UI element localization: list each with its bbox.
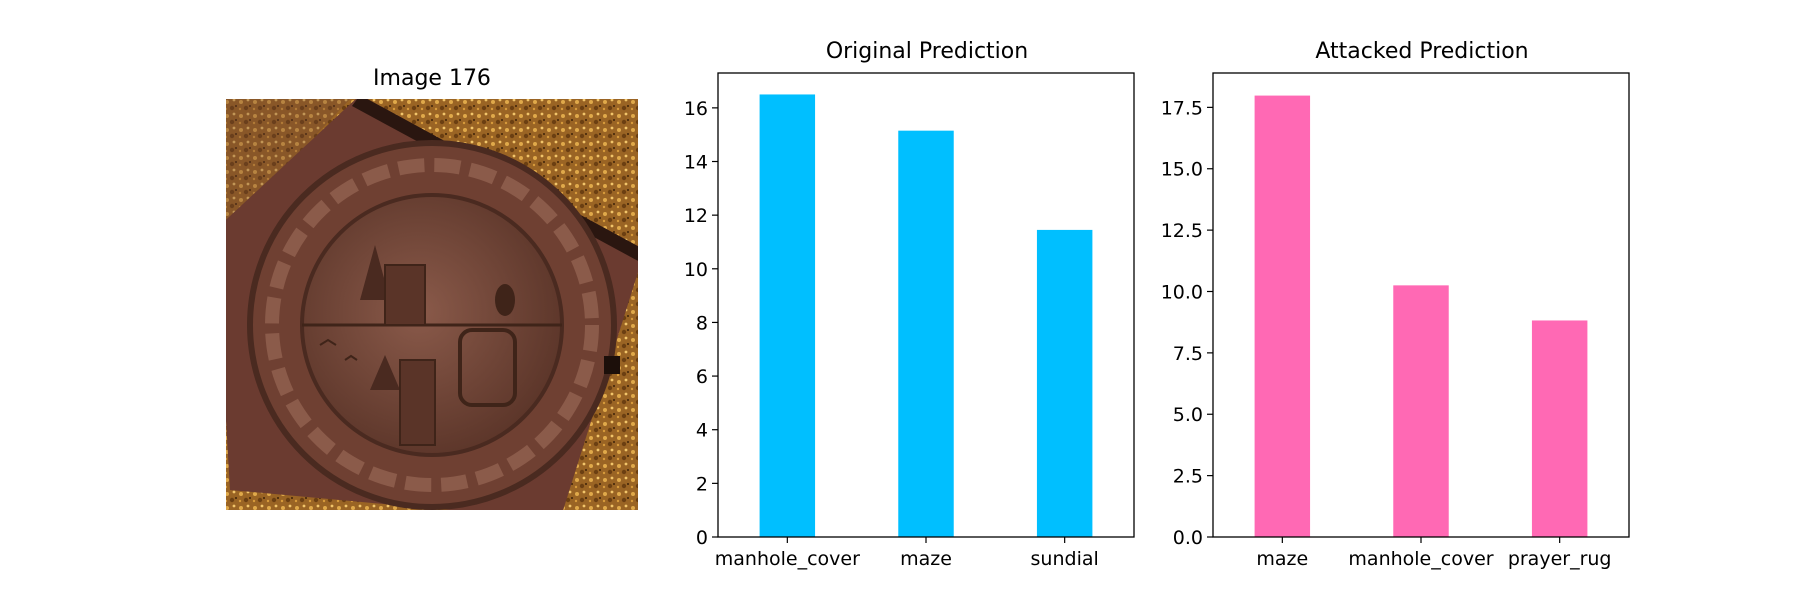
ring-slots <box>265 158 599 492</box>
relief-window <box>458 328 517 407</box>
y-tick-label: 17.5 <box>1161 97 1203 119</box>
y-tick-label: 12.5 <box>1161 220 1203 242</box>
y-tick-label: 16 <box>684 98 708 120</box>
bar-maze <box>1254 95 1311 537</box>
relief-tower <box>399 359 436 446</box>
image-panel: Image 176 <box>226 66 638 510</box>
y-tick-label: 6 <box>696 366 708 388</box>
x-tick-label: manhole_cover <box>715 548 860 570</box>
bar-manhole-cover <box>759 94 816 537</box>
y-tick-label: 14 <box>684 152 708 174</box>
x-tick-label: sundial <box>1031 548 1099 570</box>
x-tick-label: prayer_rug <box>1508 548 1612 570</box>
bar-prayer-rug <box>1531 320 1588 537</box>
x-tick-label: manhole_cover <box>1348 548 1493 570</box>
relief-spire <box>360 245 390 300</box>
y-tick-label: 10.0 <box>1161 281 1203 303</box>
x-tick-label: maze <box>1256 548 1308 570</box>
bars-group <box>759 94 1093 537</box>
y-tick-label: 15.0 <box>1161 159 1203 181</box>
y-tick-label: 2 <box>696 473 708 495</box>
relief-birds <box>319 338 358 361</box>
x-axis: maze manhole_cover prayer_rug <box>1256 537 1612 570</box>
x-axis: manhole_cover maze sundial <box>715 537 1099 570</box>
cover-latch <box>604 356 620 374</box>
x-tick-label: maze <box>900 548 952 570</box>
y-axis: 0 2 4 6 8 10 12 14 16 <box>684 98 718 549</box>
y-tick-label: 12 <box>684 205 708 227</box>
y-tick-label: 8 <box>696 312 708 334</box>
original-prediction-chart: Original Prediction 0 2 4 6 8 10 12 14 16 manhol… <box>684 39 1135 570</box>
y-tick-label: 0 <box>696 527 708 549</box>
relief-leaf <box>495 284 515 316</box>
bars-group <box>1254 95 1588 537</box>
chart-title: Original Prediction <box>826 39 1028 64</box>
manhole-cover-photo <box>226 99 638 510</box>
y-tick-label: 0.0 <box>1173 527 1203 549</box>
y-tick-label: 5.0 <box>1173 404 1203 426</box>
bar-manhole-cover <box>1393 285 1449 537</box>
y-tick-label: 2.5 <box>1173 466 1203 488</box>
image-title: Image 176 <box>373 66 491 91</box>
attacked-prediction-chart: Attacked Prediction 0.0 2.5 5.0 7.5 10.0 12.5… <box>1161 39 1630 570</box>
relief-building <box>384 264 426 326</box>
relief-spire-2 <box>370 355 400 390</box>
y-tick-label: 4 <box>696 420 708 442</box>
y-axis: 0.0 2.5 5.0 7.5 10.0 12.5 15.0 17.5 <box>1161 97 1213 549</box>
bar-maze <box>898 130 954 537</box>
bar-sundial <box>1036 229 1093 537</box>
y-tick-label: 10 <box>684 259 708 281</box>
y-tick-label: 7.5 <box>1173 343 1203 365</box>
chart-title: Attacked Prediction <box>1315 39 1528 64</box>
